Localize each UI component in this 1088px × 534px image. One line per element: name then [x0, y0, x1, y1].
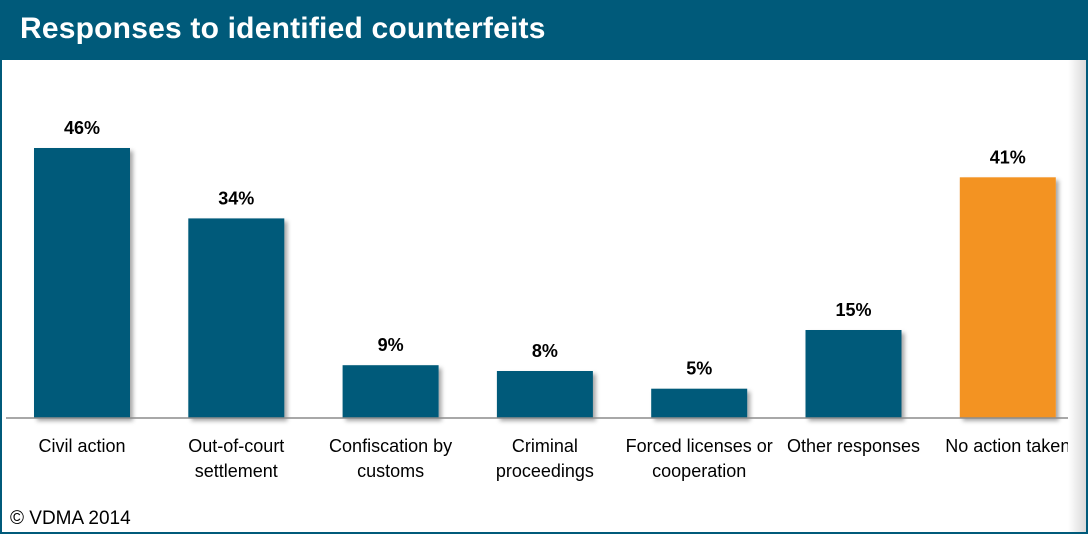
bar-1 [188, 218, 285, 418]
value-label-1: 34% [218, 188, 254, 208]
category-label-1-line-1: settlement [195, 461, 278, 481]
bar-2 [342, 365, 439, 418]
category-label-2-line-0: Confiscation by [329, 436, 452, 456]
value-label-4: 5% [686, 359, 712, 379]
category-label-3-line-0: Criminal [512, 436, 578, 456]
bar-0 [34, 148, 130, 418]
value-label-6: 41% [990, 147, 1026, 167]
value-label-2: 9% [378, 335, 404, 355]
category-label-2-line-1: customs [357, 461, 424, 481]
category-label-5: Other responses [787, 436, 920, 456]
category-label-0: Civil action [38, 436, 125, 456]
frame-shadow [1068, 60, 1086, 532]
bar-chart: 46% Civil action 34% Out-of-court settlement… [6, 118, 1068, 481]
copyright-text: © VDMA 2014 [10, 508, 131, 529]
category-label-6: No action taken [945, 436, 1068, 456]
category-label-1-line-0: Out-of-court [188, 436, 284, 456]
category-label-4-line-1: cooperation [652, 461, 746, 481]
value-label-5: 15% [835, 300, 871, 320]
bar-5 [805, 330, 902, 418]
bar-4 [651, 388, 748, 418]
value-label-3: 8% [532, 341, 558, 361]
header-bar: Responses to identified counterfeits [2, 2, 1086, 60]
bar-6 [959, 177, 1056, 418]
chart-title: Responses to identified counterfeits [20, 12, 546, 45]
bar-3 [496, 371, 593, 418]
category-label-4-line-0: Forced licenses or [626, 436, 773, 456]
category-label-3-line-1: proceedings [496, 461, 594, 481]
value-label-0: 46% [64, 118, 100, 138]
